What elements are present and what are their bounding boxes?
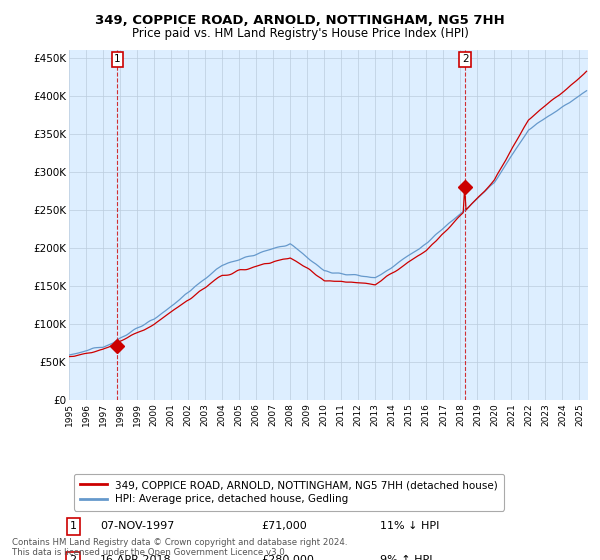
- Text: £280,000: £280,000: [261, 554, 314, 560]
- Text: Price paid vs. HM Land Registry's House Price Index (HPI): Price paid vs. HM Land Registry's House …: [131, 27, 469, 40]
- Text: 349, COPPICE ROAD, ARNOLD, NOTTINGHAM, NG5 7HH: 349, COPPICE ROAD, ARNOLD, NOTTINGHAM, N…: [95, 14, 505, 27]
- Text: 2: 2: [462, 54, 469, 64]
- Text: 1: 1: [70, 521, 77, 531]
- Text: 1: 1: [114, 54, 121, 64]
- Legend: 349, COPPICE ROAD, ARNOLD, NOTTINGHAM, NG5 7HH (detached house), HPI: Average pr: 349, COPPICE ROAD, ARNOLD, NOTTINGHAM, N…: [74, 474, 504, 511]
- Text: 16-APR-2018: 16-APR-2018: [100, 554, 172, 560]
- Text: Contains HM Land Registry data © Crown copyright and database right 2024.
This d: Contains HM Land Registry data © Crown c…: [12, 538, 347, 557]
- Text: 9% ↑ HPI: 9% ↑ HPI: [380, 554, 433, 560]
- Text: 2: 2: [70, 554, 77, 560]
- Text: £71,000: £71,000: [261, 521, 307, 531]
- Text: 07-NOV-1997: 07-NOV-1997: [100, 521, 175, 531]
- Text: 11% ↓ HPI: 11% ↓ HPI: [380, 521, 440, 531]
